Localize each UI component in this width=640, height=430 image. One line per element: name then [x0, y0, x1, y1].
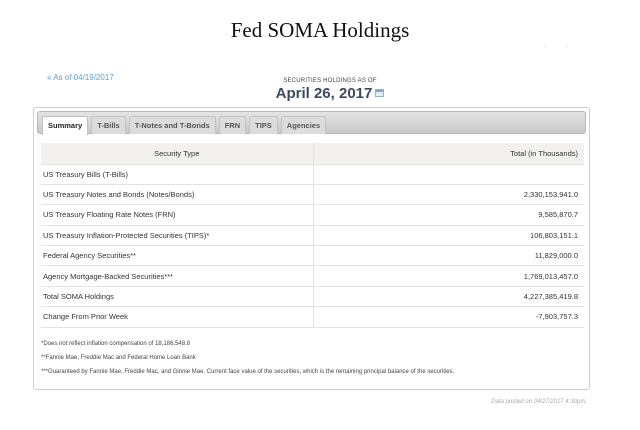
previous-week-link[interactable]: « As of 04/19/2017: [47, 73, 114, 82]
data-posted-note: Data posted on 04/27/2017 4:30pm.: [491, 399, 587, 405]
security-type-cell: Total SOMA Holdings: [41, 286, 314, 308]
total-cell: 2,330,153,941.0: [313, 184, 584, 206]
holdings-date: April 26, 2017: [200, 85, 460, 102]
security-type-cell: US Treasury Bills (T-Bills): [41, 164, 314, 185]
holdings-label: SECURITIES HOLDINGS AS OF: [283, 78, 377, 84]
column-header-total: Total (in Thousands): [313, 143, 584, 165]
total-cell: [313, 164, 584, 185]
tab-bar: Summary T-Bills T-Notes and T-Bonds FRN …: [37, 111, 586, 135]
table-row: Change From Prior Week -7,903,757.3: [41, 306, 584, 328]
tab-agencies[interactable]: Agencies: [280, 116, 327, 134]
table-row: US Treasury Notes and Bonds (Notes/Bonds…: [41, 184, 584, 206]
security-type-cell: US Treasury Floating Rate Notes (FRN): [41, 204, 314, 226]
holdings-table: Security Type Total (in Thousands) US Tr…: [41, 143, 584, 328]
security-type-cell: US Treasury Notes and Bonds (Notes/Bonds…: [41, 184, 314, 206]
footnotes: *Does not reflect inflation compensation…: [41, 337, 454, 379]
tab-t-notes-and-t-bonds[interactable]: T-Notes and T-Bonds: [128, 116, 216, 134]
total-cell: 4,227,385,419.8: [313, 286, 584, 308]
table-row: US Treasury Floating Rate Notes (FRN) 9,…: [41, 204, 584, 226]
table-row: Agency Mortgage-Backed Securities*** 1,7…: [41, 265, 584, 287]
security-type-cell: Agency Mortgage-Backed Securities***: [41, 265, 314, 287]
footnote-mbs: ***Guaranteed by Fannie Mae, Freddie Mac…: [41, 369, 455, 375]
column-header-security-type: Security Type: [41, 143, 314, 165]
tab-t-bills[interactable]: T-Bills: [91, 116, 126, 134]
footnote-agency: **Fannie Mae, Freddie Mac and Federal Ho…: [41, 355, 196, 361]
table-header-row: Security Type Total (in Thousands): [41, 143, 584, 165]
table-row: US Treasury Inflation-Protected Securiti…: [41, 225, 584, 247]
tab-tips[interactable]: TIPS: [249, 116, 278, 134]
calendar-icon[interactable]: [375, 89, 385, 97]
table-row: Federal Agency Securities** 11,829,000.0: [41, 245, 584, 267]
holdings-date-header: SECURITIES HOLDINGS AS OF April 26, 2017: [200, 78, 460, 102]
security-type-cell: Change From Prior Week: [41, 306, 314, 328]
holdings-panel: Summary T-Bills T-Notes and T-Bonds FRN …: [33, 107, 590, 390]
total-cell: 1,769,013,457.0: [313, 265, 584, 287]
tab-summary[interactable]: Summary: [42, 116, 89, 135]
total-cell: 9,585,870.7: [313, 204, 584, 226]
tab-frn[interactable]: FRN: [218, 116, 247, 134]
security-type-cell: Federal Agency Securities**: [41, 245, 314, 267]
decorative-dots: ··: [544, 45, 588, 51]
page-title: Fed SOMA Holdings: [230, 18, 410, 42]
footnote-tips: *Does not reflect inflation compensation…: [41, 341, 191, 347]
holdings-date-text: April 26, 2017: [275, 85, 373, 102]
total-cell: -7,903,757.3: [313, 306, 584, 328]
total-cell: 106,803,151.1: [313, 225, 584, 247]
security-type-cell: US Treasury Inflation-Protected Securiti…: [41, 225, 314, 247]
table-row: Total SOMA Holdings 4,227,385,419.8: [41, 286, 584, 308]
total-cell: 11,829,000.0: [313, 245, 584, 267]
table-row: US Treasury Bills (T-Bills): [41, 164, 584, 185]
